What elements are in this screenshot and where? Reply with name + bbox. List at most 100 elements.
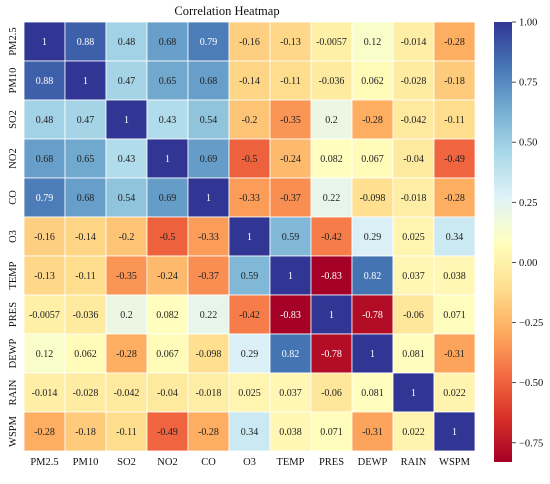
colorbar-tick-label: 0.25: [519, 198, 537, 209]
cell-value-label: 0.47: [77, 115, 95, 126]
cell-value-label: 1: [411, 388, 416, 399]
cell-value-label: 0.071: [443, 310, 466, 321]
heatmap-cell: [146, 177, 189, 218]
cell-value-label: -0.042: [401, 115, 427, 126]
cell-value-label: 0.82: [364, 271, 382, 282]
heatmap-cell: [187, 372, 230, 413]
heatmap-cell: [392, 411, 435, 452]
cell-value-label: -0.036: [73, 310, 99, 321]
cell-value-label: -0.31: [362, 427, 383, 438]
cell-value-label: 0.2: [120, 310, 133, 321]
y-tick-label: RAIN: [8, 379, 19, 405]
heatmap-cell: [187, 411, 230, 452]
heatmap-cell: [392, 255, 435, 296]
heatmap-cell: [269, 177, 312, 218]
cell-value-label: -0.13: [280, 37, 301, 48]
cell-value-label: -0.042: [114, 388, 140, 399]
y-tick-label: WSPM: [8, 415, 19, 447]
heatmap-cell: [187, 177, 230, 218]
heatmap-cell: [146, 372, 189, 413]
colorbar-ticks: 1.00 0.75 0.50 0.25 0.00 −0.25 −0.50 −0.75: [512, 18, 543, 449]
cell-value-label: -0.16: [34, 232, 55, 243]
heatmap-cell: [146, 294, 189, 335]
heatmap-cell: [23, 177, 66, 218]
cell-value-label: -0.0057: [29, 310, 60, 321]
cell-value-label: 0.062: [361, 76, 384, 87]
cell-value-label: -0.35: [116, 271, 137, 282]
x-tick-label: TEMP: [276, 457, 304, 468]
cell-value-label: 0.79: [200, 37, 218, 48]
x-tick-label: O3: [243, 457, 256, 468]
heatmap-cell: [64, 255, 107, 296]
cell-value-label: -0.42: [321, 232, 342, 243]
heatmap-cell: [105, 372, 148, 413]
cell-value-label: -0.018: [196, 388, 222, 399]
heatmap-cell: [433, 411, 476, 452]
cell-value-label: -0.28: [198, 427, 219, 438]
cell-value-label: 0.062: [74, 349, 97, 360]
cell-value-label: 1: [124, 115, 129, 126]
heatmap-cell: [269, 99, 312, 140]
y-tick-label: NO2: [8, 148, 19, 168]
cell-value-label: 0.43: [118, 154, 136, 165]
cell-value-label: 0.88: [77, 37, 95, 48]
cell-value-label: 0.29: [364, 232, 382, 243]
cell-value-label: 0.68: [200, 76, 218, 87]
y-tick-label: O3: [8, 230, 19, 243]
cell-value-label: 0.022: [443, 388, 466, 399]
heatmap-cell: [433, 99, 476, 140]
cell-value-label: 0.037: [402, 271, 425, 282]
cell-value-label: -0.28: [444, 193, 465, 204]
cell-value-label: -0.06: [321, 388, 342, 399]
cell-value-label: 0.081: [361, 388, 384, 399]
heatmap-cell: [310, 255, 353, 296]
colorbar-tick-label: 1.00: [519, 18, 537, 29]
cell-value-label: 0.59: [282, 232, 300, 243]
heatmap-cell: [310, 333, 353, 374]
cell-value-label: -0.14: [75, 232, 96, 243]
cell-value-label: -0.28: [34, 427, 55, 438]
colorbar: 1.00 0.75 0.50 0.25 0.00 −0.25 −0.50 −0.75: [494, 18, 543, 462]
cell-value-label: -0.78: [321, 349, 342, 360]
cell-value-label: 0.067: [156, 349, 179, 360]
cell-value-label: -0.11: [75, 271, 95, 282]
cell-value-label: -0.14: [239, 76, 260, 87]
cell-value-label: -0.2: [242, 115, 258, 126]
heatmap-cell: [146, 216, 189, 257]
heatmap-cell: [105, 333, 148, 374]
heatmap-cell: [269, 333, 312, 374]
heatmap-cell: [64, 21, 107, 62]
cell-value-label: 0.12: [36, 349, 54, 360]
cell-value-label: -0.33: [239, 193, 260, 204]
heatmap-cell: [228, 21, 271, 62]
cell-value-label: 0.022: [402, 427, 425, 438]
heatmap-cell: [392, 177, 435, 218]
heatmap-cell: [228, 294, 271, 335]
cell-value-label: -0.11: [444, 115, 464, 126]
heatmap-cell: [392, 333, 435, 374]
cell-value-label: 0.88: [36, 76, 54, 87]
cell-value-label: 0.65: [159, 76, 177, 87]
cell-value-label: 0.025: [402, 232, 425, 243]
heatmap-cell: [228, 99, 271, 140]
heatmap-cell: [23, 216, 66, 257]
cell-value-label: -0.28: [116, 349, 137, 360]
cell-value-label: -0.036: [319, 76, 345, 87]
x-tick-label: PM10: [73, 457, 99, 468]
cell-value-label: -0.24: [157, 271, 178, 282]
cell-value-label: 1: [288, 271, 293, 282]
cell-value-label: -0.06: [403, 310, 424, 321]
heatmap-cell: [64, 177, 107, 218]
cell-value-label: -0.78: [362, 310, 383, 321]
cell-value-label: -0.11: [116, 427, 136, 438]
cell-value-label: 0.65: [77, 154, 95, 165]
cell-value-label: -0.83: [321, 271, 342, 282]
heatmap-cell: [310, 21, 353, 62]
heatmap-cell: [392, 294, 435, 335]
cell-value-label: 0.69: [200, 154, 218, 165]
heatmap-cell: [351, 255, 394, 296]
cell-value-label: 0.82: [282, 349, 300, 360]
cell-value-label: 0.79: [36, 193, 54, 204]
heatmap-cell: [228, 255, 271, 296]
cell-value-label: 0.082: [156, 310, 179, 321]
